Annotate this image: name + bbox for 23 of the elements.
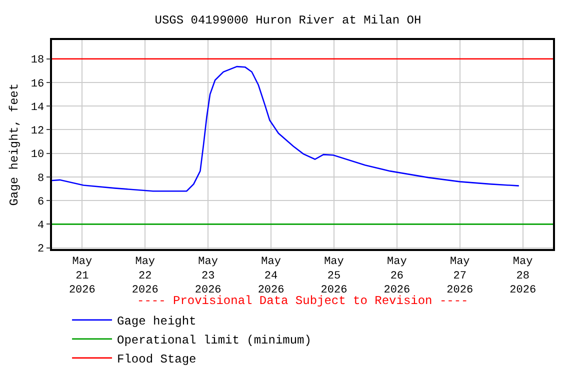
y-tick-label: 18: [30, 54, 44, 67]
x-tick-label: May 26 2026: [384, 256, 410, 297]
y-axis-title: Gage height, feet: [8, 83, 22, 206]
y-tick-label: 2: [37, 244, 44, 256]
y-tick-label: 8: [37, 172, 44, 185]
legend-label: Flood Stage: [117, 352, 196, 367]
chart-title: USGS 04199000 Huron River at Milan OH: [154, 13, 422, 28]
y-tick-label: 6: [37, 196, 44, 208]
line-series: [52, 66, 520, 192]
y-tick-label: 10: [30, 149, 44, 162]
x-tick-label: May 28 2026: [510, 256, 536, 297]
text: ---- Provisional Data Subject to Revision ----: [137, 294, 468, 308]
x-tick-label: May 23 2026: [194, 256, 222, 297]
x-tick-label: May 27 2026: [446, 256, 474, 297]
legend-label: Gage height: [117, 314, 196, 329]
x-tick-label: May 24 2026: [258, 256, 284, 297]
x-tick-label: May 21 2026: [68, 256, 96, 297]
x-tick-label: May 22 2026: [132, 256, 158, 297]
y-tick-label: 4: [37, 220, 44, 232]
y-tick-label: 12: [30, 126, 44, 138]
legend-label: Operational limit (minimum): [117, 334, 312, 348]
y-tick-label: 16: [30, 78, 44, 90]
y-tick-label: 14: [30, 102, 44, 114]
